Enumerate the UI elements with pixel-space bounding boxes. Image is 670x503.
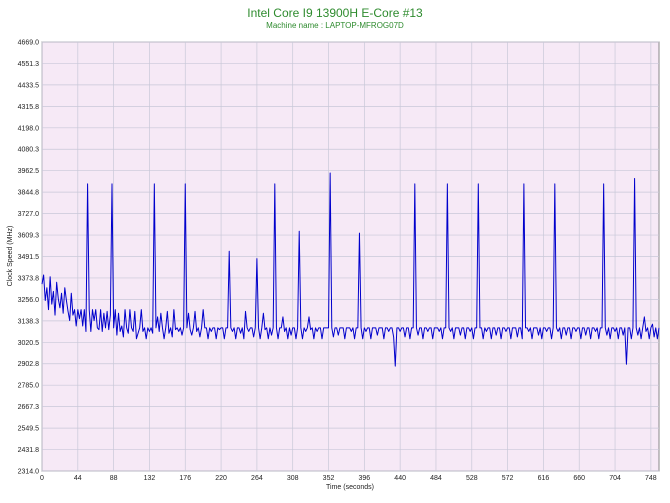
x-tick-label: 264	[251, 475, 263, 482]
x-tick-label: 616	[538, 475, 550, 482]
y-tick-label: 3020.5	[18, 340, 40, 347]
x-tick-label: 0	[40, 475, 44, 482]
y-tick-label: 3491.5	[18, 254, 40, 261]
y-tick-label: 4551.3	[18, 61, 40, 68]
y-tick-label: 4669.0	[18, 40, 40, 47]
chart-title: Intel Core I9 13900H E-Core #13	[247, 6, 423, 20]
x-tick-label: 572	[502, 475, 514, 482]
x-tick-label: 220	[215, 475, 227, 482]
y-tick-label: 2667.3	[18, 404, 40, 411]
y-tick-label: 3138.3	[18, 318, 40, 325]
x-axis-ticks: 0 44 88 132 176 220 264 308 352 396 440 484 528 572 61…	[40, 475, 657, 482]
y-tick-label: 3609.3	[18, 233, 40, 240]
x-tick-label: 44	[74, 475, 82, 482]
y-tick-label: 4080.3	[18, 147, 40, 154]
series-layer	[41, 172, 660, 367]
x-tick-label: 308	[287, 475, 299, 482]
series-line-0	[41, 172, 660, 367]
x-tick-label: 176	[179, 475, 191, 482]
x-tick-label: 88	[110, 475, 118, 482]
x-tick-label: 660	[573, 475, 585, 482]
y-tick-label: 3962.5	[18, 168, 40, 175]
x-tick-label: 704	[609, 475, 621, 482]
x-tick-label: 748	[645, 475, 657, 482]
grid-lines	[41, 41, 659, 472]
y-tick-label: 2785.0	[18, 383, 40, 390]
y-tick-label: 3256.0	[18, 297, 40, 304]
x-axis-label: Time (seconds)	[326, 484, 374, 491]
y-tick-label: 2549.5	[18, 426, 40, 433]
y-tick-label: 4315.8	[18, 104, 40, 111]
y-tick-label: 4433.5	[18, 82, 40, 89]
y-tick-label: 3844.8	[18, 190, 40, 197]
y-axis-label: Clock Speed (MHz)	[7, 226, 14, 287]
y-tick-label: 2902.8	[18, 361, 40, 368]
x-tick-label: 132	[144, 475, 156, 482]
chart-subtitle: Machine name : LAPTOP-MFROG07D	[266, 21, 404, 30]
y-tick-label: 2431.8	[18, 447, 40, 454]
y-axis-ticks: 2314.0 2431.8 2549.5 2667.3 2785.0 2902.8 3020…	[18, 40, 40, 476]
y-tick-label: 2314.0	[18, 469, 40, 476]
y-tick-label: 3727.0	[18, 211, 40, 218]
x-tick-label: 396	[358, 475, 370, 482]
x-tick-label: 528	[466, 475, 478, 482]
x-tick-label: 440	[394, 475, 406, 482]
x-tick-label: 352	[323, 475, 335, 482]
x-tick-label: 484	[430, 475, 442, 482]
y-tick-label: 3373.8	[18, 275, 40, 282]
y-tick-label: 4198.0	[18, 125, 40, 132]
